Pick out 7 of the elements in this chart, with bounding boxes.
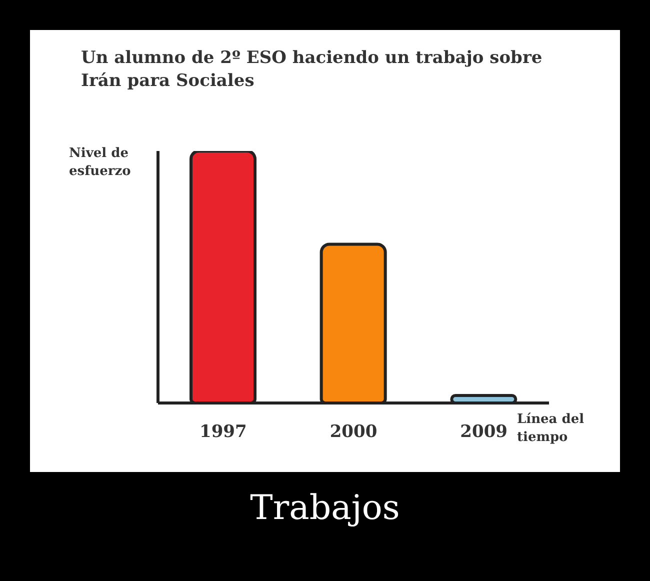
x-tick-label: 2000 [330, 422, 378, 442]
x-tick-label: 1997 [200, 422, 247, 442]
chart-title: Un alumno de 2º ESO haciendo un trabajo sobre Irán para Sociales [81, 47, 544, 93]
text: Trabajos [249, 488, 401, 528]
x-axis-title: Línea del tiempo [517, 411, 586, 447]
x-tick-label: 2009 [460, 422, 508, 442]
y-axis-title: Nivel de esfuerzo [69, 145, 132, 181]
